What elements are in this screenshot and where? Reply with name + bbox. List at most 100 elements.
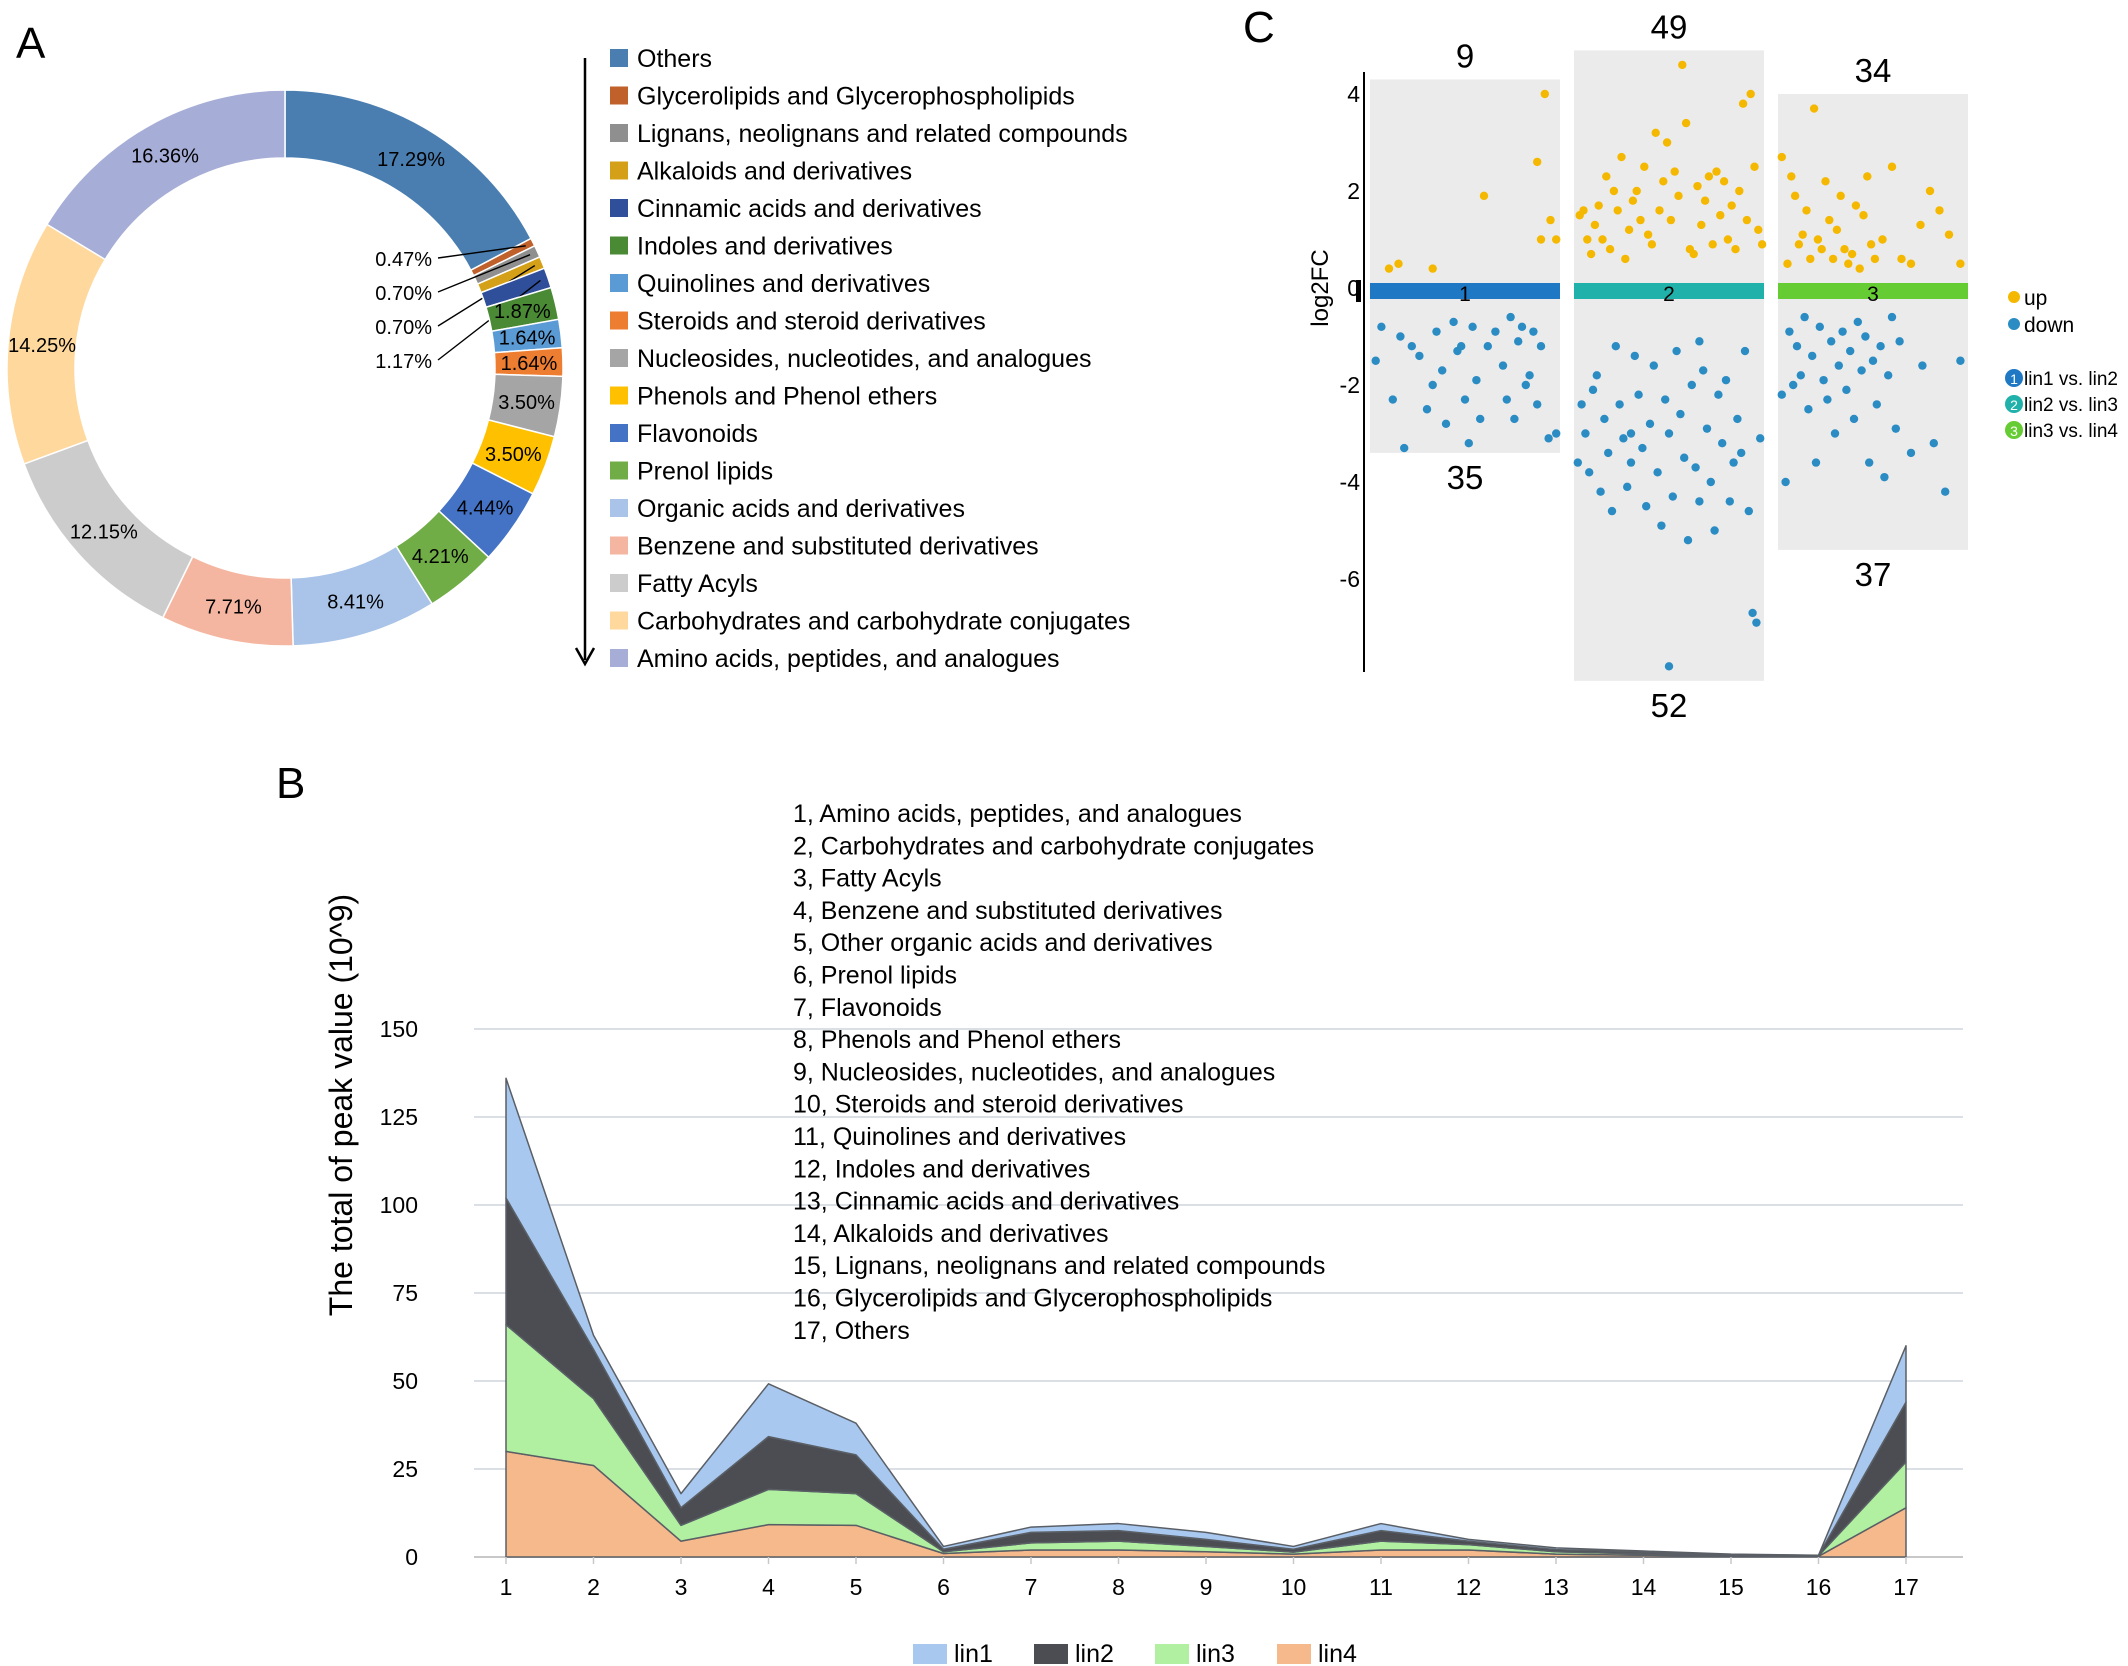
x-tick-label: 6: [937, 1574, 950, 1600]
annotation-label: 14, Alkaloids and derivatives: [793, 1220, 1108, 1248]
down-point: [1887, 312, 1897, 322]
down-point: [1884, 371, 1893, 380]
down-point: [1789, 380, 1798, 390]
donut-slice-label: 1.64%: [499, 328, 556, 350]
up-point: [1809, 104, 1819, 113]
down-point: [1744, 506, 1754, 516]
up-point: [1844, 259, 1853, 268]
x-tick-label: 2: [587, 1574, 600, 1600]
legend-comparison-number: 1: [2010, 371, 2018, 387]
down-point: [1792, 342, 1802, 351]
down-point: [1804, 405, 1813, 414]
annotation-label: 1, Amino acids, peptides, and analogues: [793, 800, 1242, 828]
down-point: [1415, 351, 1424, 361]
x-tick-label: 4: [762, 1574, 775, 1600]
x-tick-label: 9: [1200, 1574, 1213, 1600]
down-point: [1721, 375, 1731, 385]
legend-swatch: [610, 124, 628, 142]
up-point: [1598, 235, 1607, 244]
annotation-label: 16, Glycerolipids and Glycerophospholipi…: [793, 1285, 1272, 1313]
up-point: [1817, 245, 1826, 254]
donut-slice: [284, 89, 533, 272]
x-tick-label: 13: [1543, 1574, 1569, 1600]
legend-label: Cinnamic acids and derivatives: [637, 195, 982, 223]
down-point: [1529, 327, 1538, 336]
up-point: [1704, 172, 1714, 181]
down-point: [1929, 439, 1939, 448]
y-tick-label: -4: [1340, 469, 1361, 495]
down-point: [1533, 400, 1542, 409]
up-point: [1825, 215, 1834, 225]
down-point: [1502, 395, 1512, 404]
down-point: [1514, 337, 1523, 346]
down-point: [1510, 414, 1519, 424]
up-point: [1750, 162, 1759, 171]
down-point: [1407, 342, 1417, 351]
up-point: [1605, 245, 1615, 254]
annotation-label: 7, Flavonoids: [793, 994, 942, 1022]
down-point: [1699, 366, 1708, 375]
legend-swatch: [913, 1644, 947, 1664]
legend-swatch: [1277, 1644, 1311, 1664]
down-point: [1687, 380, 1697, 390]
down-point: [1691, 463, 1700, 472]
down-point: [1649, 361, 1659, 370]
up-point: [1708, 240, 1717, 249]
legend-comparison-label: lin2 vs. lin3: [2024, 395, 2118, 416]
down-point: [1823, 395, 1832, 404]
down-point: [1464, 439, 1474, 448]
down-point: [1371, 356, 1380, 365]
x-tick-label: 11: [1369, 1574, 1393, 1600]
annotation-label: 8, Phenols and Phenol ethers: [793, 1026, 1121, 1054]
up-point: [1655, 206, 1664, 215]
down-point: [1857, 366, 1866, 375]
y-tick-label: 150: [380, 1016, 418, 1042]
annotation-label: 11, Quinolines and derivatives: [793, 1123, 1126, 1151]
y-tick-label: -2: [1340, 372, 1360, 398]
legend-label: Nucleosides, nucleotides, and analogues: [637, 345, 1091, 373]
legend-label: lin3: [1196, 1640, 1235, 1666]
legend-swatch: [610, 349, 628, 367]
group-background: [1778, 94, 1968, 550]
down-point: [1868, 356, 1878, 365]
up-point: [1536, 235, 1546, 244]
up-point: [1836, 191, 1845, 201]
up-point: [1590, 220, 1600, 230]
up-point: [1754, 225, 1763, 234]
up-point: [1632, 186, 1641, 196]
up-point: [1613, 206, 1622, 215]
down-point: [1573, 458, 1583, 467]
down-point: [1748, 608, 1757, 618]
x-tick-label: 5: [850, 1574, 863, 1600]
y-tick-label: 0: [405, 1544, 418, 1570]
annotation-label: 15, Lignans, neolignans and related comp…: [793, 1252, 1325, 1280]
y-tick-label: -6: [1340, 566, 1360, 592]
panel-label-b: B: [276, 759, 305, 808]
down-point: [1645, 419, 1655, 428]
down-point: [1552, 429, 1561, 438]
down-point: [1781, 477, 1790, 487]
down-point: [1941, 487, 1950, 496]
legend-label: Phenols and Phenol ethers: [637, 383, 937, 411]
y-tick-label: 75: [392, 1280, 418, 1306]
down-point: [1457, 342, 1466, 351]
legend-label: Others: [637, 45, 712, 73]
up-point: [1906, 259, 1916, 268]
donut-legend: Others Glycerolipids and Glycerophospholi…: [574, 45, 1130, 673]
up-point: [1866, 240, 1876, 249]
legend-label: Benzene and substituted derivatives: [637, 533, 1039, 561]
down-point: [1498, 361, 1508, 370]
down-point: [1396, 332, 1405, 341]
down-point: [1544, 434, 1553, 443]
down-count-label: 35: [1447, 459, 1484, 496]
down-point: [1861, 332, 1870, 341]
down-point: [1683, 536, 1693, 545]
legend-down-label: down: [2024, 314, 2074, 337]
up-point: [1394, 259, 1403, 268]
down-point: [1619, 434, 1628, 443]
down-point: [1729, 458, 1738, 467]
down-point: [1740, 346, 1750, 356]
legend-arrow-head: [574, 647, 596, 667]
